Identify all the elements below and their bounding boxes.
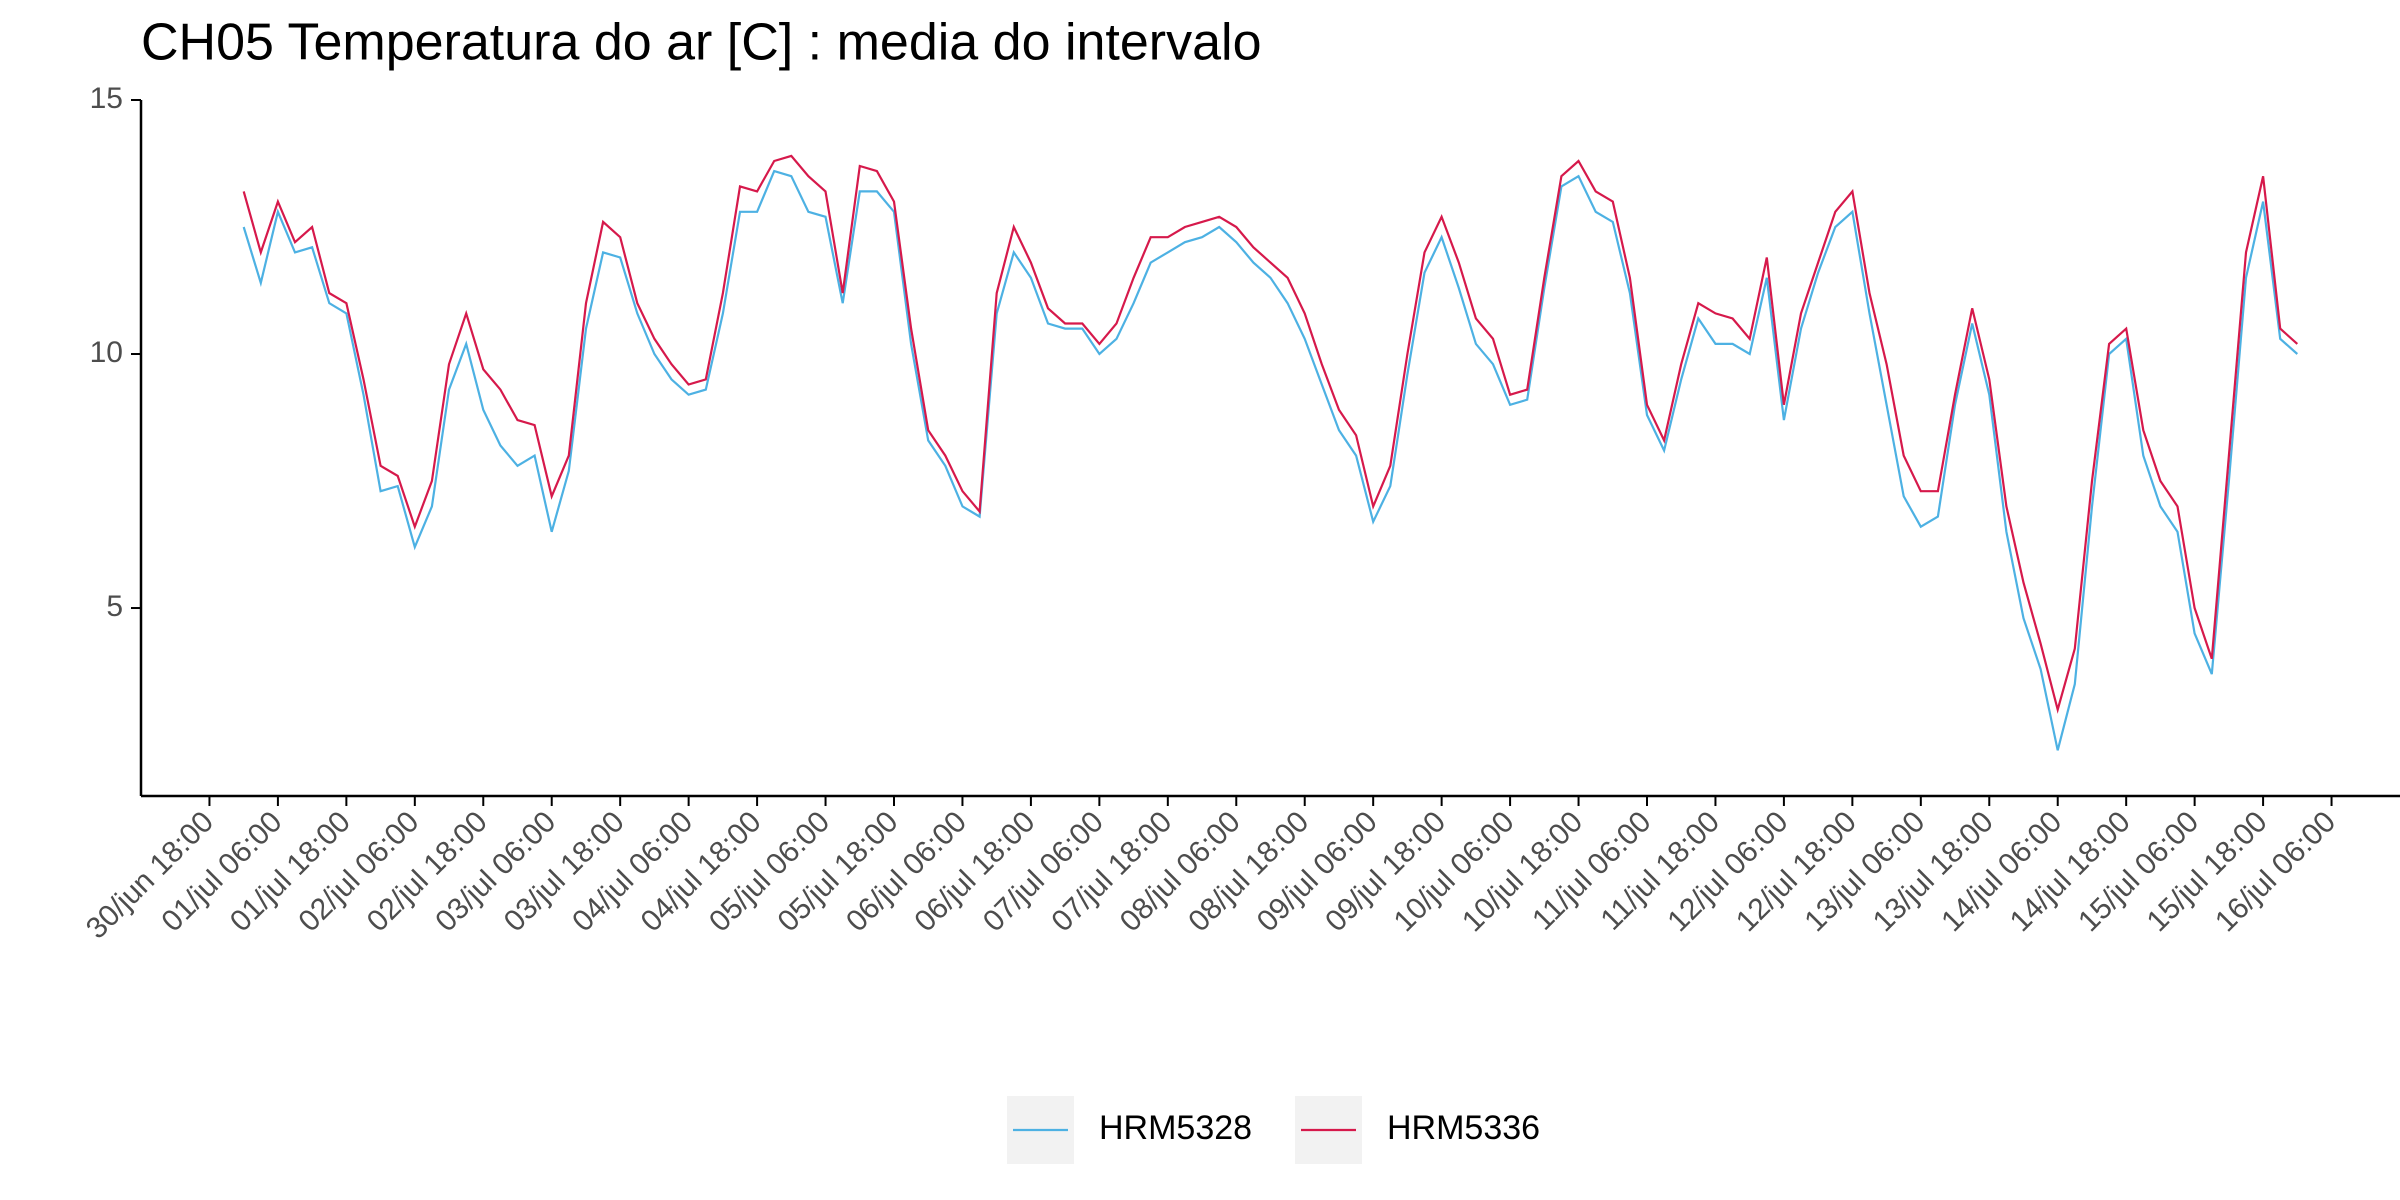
series-line xyxy=(242,154,2299,714)
series-line xyxy=(242,169,2299,751)
legend-label: HRM5328 xyxy=(1099,1109,1252,1147)
chart-title: CH05 Temperatura do ar [C] : media do in… xyxy=(141,14,1262,72)
legend-item: HRM5328 xyxy=(1007,1096,1252,1164)
legend-item: HRM5336 xyxy=(1295,1096,1540,1164)
y-tick-label: 10 xyxy=(90,336,123,369)
y-tick-label: 5 xyxy=(106,590,123,623)
y-tick-label: 15 xyxy=(90,82,123,115)
legend-label: HRM5336 xyxy=(1387,1109,1540,1147)
